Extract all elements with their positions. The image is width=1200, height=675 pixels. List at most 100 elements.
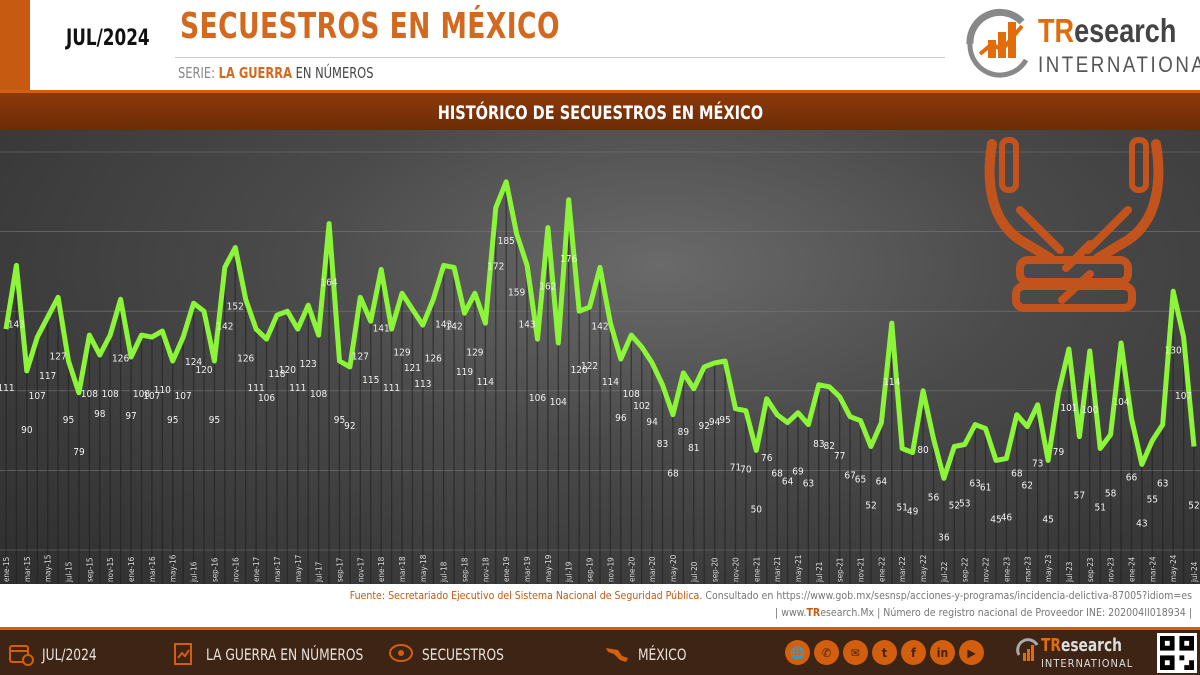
data-label: 129	[393, 347, 410, 358]
data-label: 110	[154, 385, 171, 396]
data-label: 111	[248, 383, 265, 394]
x-tick-label: jul-22	[940, 562, 949, 583]
series-line	[3, 179, 1197, 481]
footer-logo-mark-icon	[1016, 638, 1039, 661]
x-tick-label: jul-19	[565, 561, 574, 583]
series-suffix: EN NÚMEROS	[295, 64, 374, 82]
data-label: 63	[1157, 479, 1168, 490]
source-line-2: | www.TResearch.Mx | Número de registro …	[775, 607, 1192, 619]
x-tick-label: nov-15	[106, 557, 115, 582]
data-label: 123	[300, 359, 317, 370]
data-label: 98	[94, 409, 106, 420]
data-label: 71	[730, 463, 741, 474]
x-tick-label: sep-15	[85, 557, 94, 582]
data-labels: 1111439010711712795791089810812697108107…	[0, 236, 1200, 544]
x-tick-label: mar-22	[898, 556, 907, 582]
x-tick-label: ene-24	[1127, 556, 1136, 582]
x-tick-label: mar-24	[1148, 556, 1157, 582]
data-label: 120	[279, 365, 296, 376]
data-label: 92	[344, 421, 355, 432]
data-label: 107	[29, 391, 46, 402]
data-label: 108	[623, 389, 640, 400]
x-tick-label: mar-19	[523, 556, 532, 582]
data-label: 118	[268, 369, 285, 380]
data-label: 111	[383, 383, 400, 394]
x-tick-label: jul-17	[315, 562, 324, 583]
x-tick-label: jul-15	[65, 562, 74, 583]
data-label: 64	[876, 477, 888, 488]
data-label: 141	[373, 323, 390, 334]
data-label: 46	[1001, 512, 1013, 523]
x-tick-label: nov-23	[1107, 557, 1116, 582]
data-label: 94	[646, 417, 658, 428]
footer-topic: SECUESTROS	[388, 642, 518, 666]
email-icon[interactable]: ✉	[843, 640, 868, 665]
data-label: 106	[529, 393, 546, 404]
data-label: 89	[678, 427, 690, 438]
x-tick-label: jul-16	[190, 561, 199, 583]
social-links: 🌐 ✆ ✉ t f in ▶	[785, 640, 984, 665]
footer-logo: TResearch INTERNATIONAL	[1015, 635, 1135, 675]
data-label: 100	[1081, 405, 1098, 416]
data-label: 162	[539, 282, 556, 293]
data-label: 108	[310, 389, 327, 400]
chart-area: 111 143 90 107 117 127 95 79 108 98 108 126 97 108 107…	[0, 130, 1200, 584]
data-label: 64	[782, 477, 794, 488]
chart-title-band: HISTÓRICO DE SECUESTROS EN MÉXICO	[0, 90, 1200, 130]
data-label: 63	[803, 479, 814, 490]
x-tick-label: mar-23	[1023, 556, 1032, 582]
x-tick-label: mar-20	[648, 556, 657, 582]
twitter-icon[interactable]: t	[872, 640, 897, 665]
data-label: 83	[657, 439, 668, 450]
x-tick-label: may-22	[919, 555, 928, 582]
data-label: 45	[1042, 514, 1053, 525]
data-label: 83	[813, 439, 824, 450]
x-tick-label: may-17	[294, 555, 303, 582]
data-label: 113	[414, 379, 431, 390]
data-label: 95	[167, 415, 178, 426]
data-label: 120	[195, 365, 212, 376]
x-tick-label: nov-21	[857, 557, 866, 582]
linkedin-icon[interactable]: in	[930, 640, 955, 665]
x-tick-label: mar-21	[773, 556, 782, 582]
data-label: 114	[883, 377, 900, 388]
x-tick-label: may-23	[1044, 555, 1053, 582]
chart-title: HISTÓRICO DE SECUESTROS EN MÉXICO	[437, 102, 763, 124]
data-label: 70	[740, 465, 752, 476]
qr-code[interactable]	[1157, 633, 1197, 673]
data-label: 52	[865, 501, 876, 512]
youtube-icon[interactable]: ▶	[959, 640, 984, 665]
data-label: 185	[498, 236, 515, 247]
data-label: 104	[550, 397, 567, 408]
data-label: 108	[81, 389, 98, 400]
data-label: 107	[1175, 391, 1192, 402]
x-tick-label: sep-21	[836, 557, 845, 582]
x-tick-label: mar-15	[23, 556, 32, 582]
data-label: 102	[633, 401, 650, 412]
series-prefix: SERIE:	[178, 64, 216, 82]
data-label: 121	[404, 363, 421, 374]
data-label: 108	[133, 389, 150, 400]
data-label: 43	[1136, 518, 1147, 529]
x-tick-label: may-16	[169, 554, 178, 582]
title-divider	[175, 57, 945, 58]
data-label: 52	[1188, 501, 1199, 512]
data-label: 68	[771, 469, 783, 480]
x-tick-label: sep-16	[210, 557, 219, 582]
series-subtitle: SERIE: LA GUERRA EN NÚMEROS	[178, 64, 373, 82]
facebook-icon[interactable]: f	[901, 640, 926, 665]
x-tick-label: may-19	[544, 554, 553, 582]
data-label: 126	[237, 353, 254, 364]
data-label: 68	[667, 469, 679, 480]
web-icon[interactable]: 🌐	[785, 640, 810, 665]
data-label: 52	[949, 501, 960, 512]
data-label: 124	[185, 357, 202, 368]
data-label: 63	[969, 479, 980, 490]
data-label: 164	[320, 278, 337, 289]
data-label: 126	[425, 353, 442, 364]
x-tick-label: ene-17	[252, 557, 261, 582]
x-tick-label: jul-24	[1190, 561, 1199, 583]
x-tick-label: may-20	[669, 554, 678, 582]
whatsapp-icon[interactable]: ✆	[814, 640, 839, 665]
x-tick-label: ene-16	[127, 556, 136, 582]
